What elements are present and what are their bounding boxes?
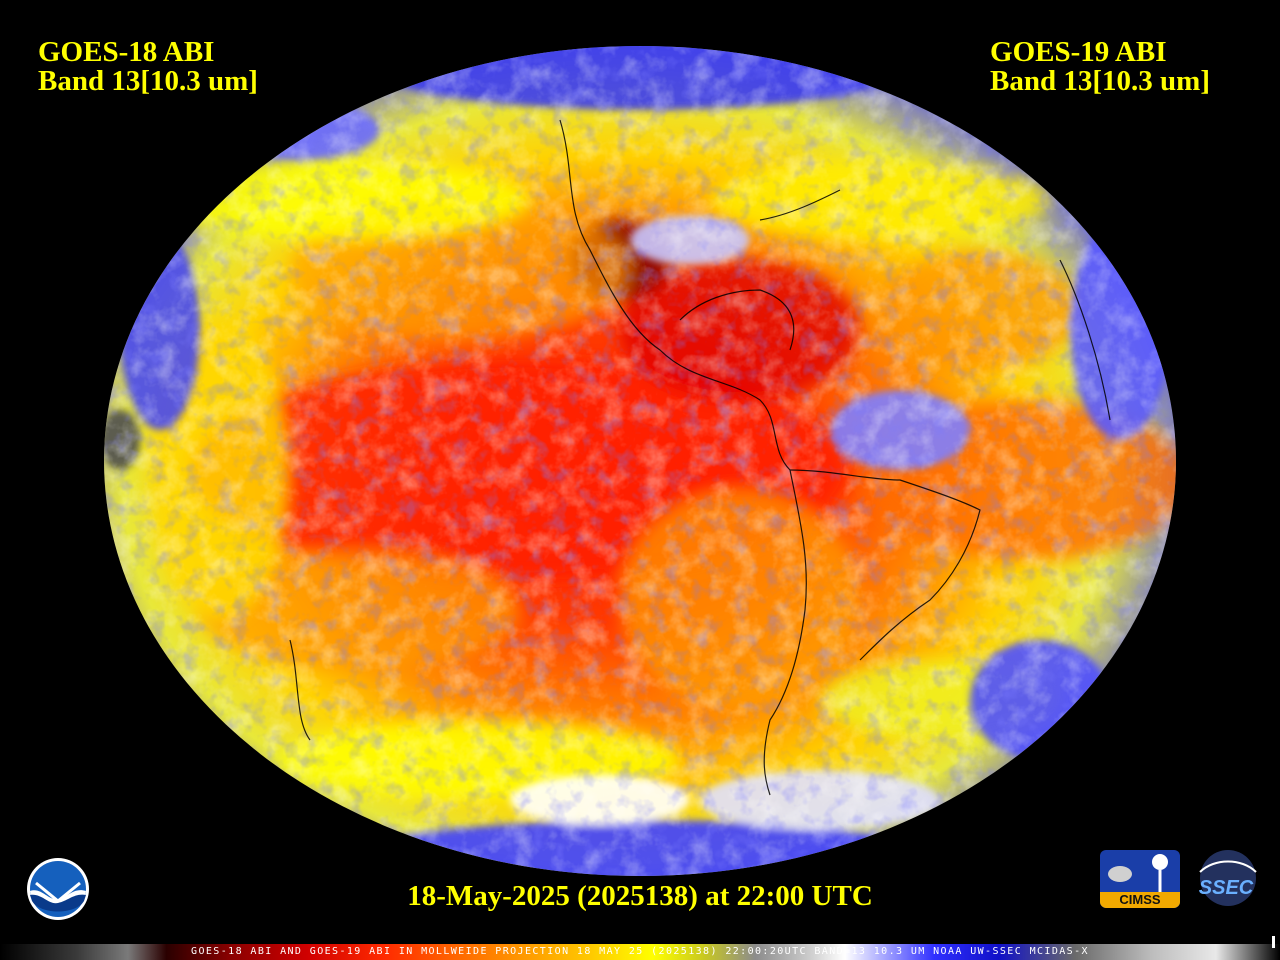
temperature-colorbar — [0, 944, 1280, 960]
left-satellite-title: GOES-18 ABI Band 13[10.3 um] — [38, 38, 258, 96]
colorbar-caption: GOES-18 ABI AND GOES-19 ABI IN MOLLWEIDE… — [191, 946, 1089, 957]
coastline-overlay — [289, 119, 1111, 796]
right-band-label: Band 13[10.3 um] — [990, 65, 1210, 97]
left-band-label: Band 13[10.3 um] — [38, 65, 258, 97]
cimss-logo-text: CIMSS — [1119, 892, 1161, 907]
right-satellite-name: GOES-19 ABI — [990, 36, 1167, 68]
left-satellite-name: GOES-18 ABI — [38, 36, 215, 68]
right-satellite-title: GOES-19 ABI Band 13[10.3 um] — [990, 38, 1210, 96]
image-timestamp: 18-May-2025 (2025138) at 22:00 UTC — [407, 880, 873, 912]
globe-imagery — [104, 46, 1176, 876]
cimss-logo: CIMSS — [1100, 850, 1180, 908]
ssec-logo: SSEC — [1199, 850, 1257, 906]
colorbar-end-tick — [1272, 936, 1275, 948]
ssec-logo-text: SSEC — [1199, 877, 1254, 899]
noaa-logo — [27, 858, 89, 920]
